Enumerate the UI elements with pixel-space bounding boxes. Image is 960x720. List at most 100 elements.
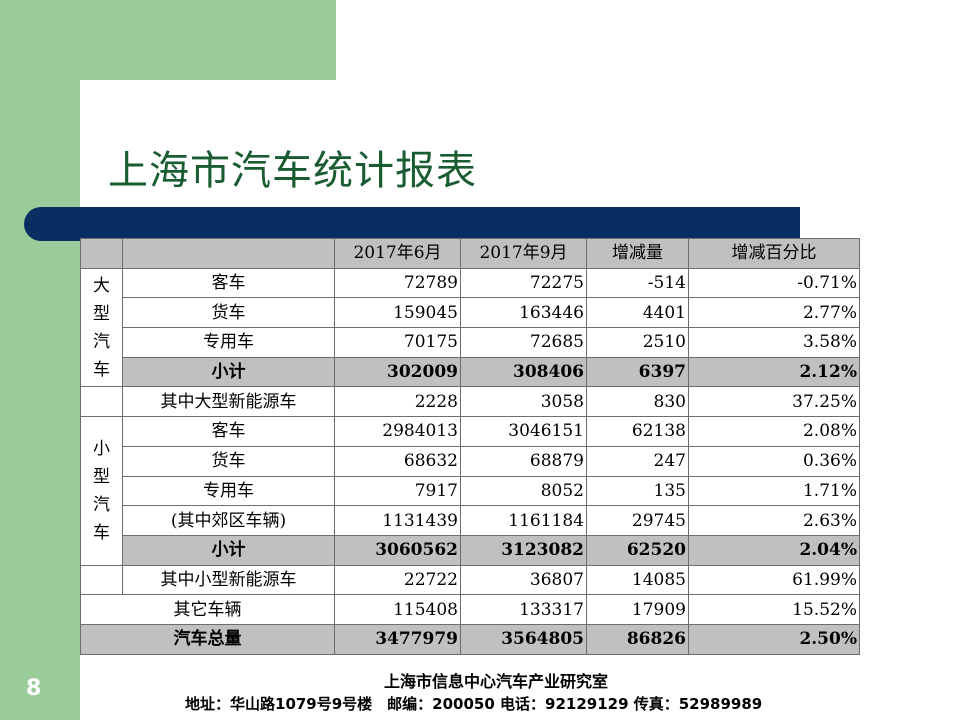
row-label: 客车	[122, 416, 335, 447]
change-value: 6397	[586, 356, 689, 388]
table-header-row: 2017年6月 2017年9月 增减量 增减百分比	[80, 238, 860, 269]
empty-cell	[80, 564, 123, 596]
statistics-table: 2017年6月 2017年9月 增减量 增减百分比 大 型 汽 车 客车 727…	[80, 238, 860, 655]
sep-value: 36807	[460, 564, 587, 596]
group-char: 汽	[93, 331, 110, 352]
row-label: 货车	[122, 445, 335, 477]
jun-value: 7917	[334, 475, 461, 507]
row-label: 专用车	[122, 475, 335, 507]
slide-title: 上海市汽车统计报表	[108, 148, 477, 194]
header-cell: 2017年6月	[334, 238, 461, 269]
change-value: 135	[586, 475, 689, 507]
change-value: 62520	[586, 534, 689, 566]
change-value: 830	[586, 386, 689, 418]
sep-value: 72685	[460, 327, 587, 358]
pct-value: 0.36%	[688, 445, 860, 477]
change-value: 247	[586, 445, 689, 477]
jun-value: 68632	[334, 445, 461, 477]
footer-organization: 上海市信息中心汽车产业研究室	[384, 672, 609, 691]
pct-value: 61.99%	[688, 564, 860, 596]
sep-value: 3058	[460, 386, 587, 418]
empty-cell	[80, 386, 123, 418]
jun-value: 2984013	[334, 416, 461, 447]
pct-value: 1.71%	[688, 475, 860, 507]
table-row: 其它车辆 115408 133317 17909 15.52%	[80, 594, 860, 625]
table-row: 小 型 汽 车 客车 2984013 3046151 62138 2.08%	[80, 416, 860, 566]
row-label: 其中大型新能源车	[122, 386, 335, 418]
sep-value: 133317	[460, 594, 587, 625]
row-label: 专用车	[122, 327, 335, 358]
sep-value: 308406	[460, 356, 587, 388]
change-value: 14085	[586, 564, 689, 596]
pct-value: 15.52%	[688, 594, 860, 625]
jun-value: 159045	[334, 297, 461, 329]
sep-value: 68879	[460, 445, 587, 477]
row-label: (其中郊区车辆)	[122, 505, 335, 536]
group-char: 小	[93, 438, 110, 459]
title-underline-bar	[24, 207, 800, 241]
pct-value: 2.50%	[688, 623, 860, 655]
change-value: 2510	[586, 327, 689, 358]
header-cell	[80, 238, 123, 269]
total-row: 汽车总量 3477979 3564805 86826 2.50%	[80, 623, 860, 655]
row-label: 其中小型新能源车	[122, 564, 335, 596]
group-char: 汽	[93, 494, 110, 515]
table-row: 货车 159045 163446 4401 2.77%	[81, 297, 860, 329]
footer-contact: 地址：华山路1079号9号楼 邮编：200050 电话：92129129 传真：…	[185, 695, 763, 713]
sep-value: 163446	[460, 297, 587, 329]
small-vehicle-group-label: 小 型 汽 车	[80, 416, 123, 566]
sep-value: 3123082	[460, 534, 587, 566]
pct-value: 2.77%	[688, 297, 860, 329]
row-label: 小计	[122, 356, 335, 388]
pct-value: 2.12%	[688, 356, 860, 388]
sep-value: 1161184	[460, 505, 587, 536]
jun-value: 70175	[334, 327, 461, 358]
change-value: 17909	[586, 594, 689, 625]
decor-green-sidebar	[0, 0, 80, 720]
pct-value: 37.25%	[688, 386, 860, 418]
row-label: 小计	[122, 534, 335, 566]
jun-value: 1131439	[334, 505, 461, 536]
sep-value: 72275	[460, 267, 587, 299]
jun-value: 3477979	[334, 623, 461, 655]
group-char: 型	[93, 466, 110, 487]
table-row: (其中郊区车辆) 1131439 1161184 29745 2.63%	[81, 505, 860, 536]
change-value: 29745	[586, 505, 689, 536]
jun-value: 302009	[334, 356, 461, 388]
group-char: 车	[93, 522, 110, 543]
pct-value: 2.04%	[688, 534, 860, 566]
header-cell	[122, 238, 335, 269]
table-row: 专用车 70175 72685 2510 3.58%	[81, 327, 860, 358]
subtotal-row: 小计 3060562 3123082 62520 2.04%	[81, 534, 860, 566]
sep-value: 3564805	[460, 623, 587, 655]
sep-value: 8052	[460, 475, 587, 507]
jun-value: 3060562	[334, 534, 461, 566]
row-label: 货车	[122, 297, 335, 329]
row-label: 客车	[122, 267, 335, 299]
pct-value: 2.08%	[688, 416, 860, 447]
table-row: 货车 68632 68879 247 0.36%	[81, 445, 860, 477]
jun-value: 115408	[334, 594, 461, 625]
group-char: 车	[93, 359, 110, 380]
group-char: 大	[93, 275, 110, 296]
slide-number: 8	[26, 676, 42, 701]
change-value: 62138	[586, 416, 689, 447]
change-value: 86826	[586, 623, 689, 655]
large-vehicle-group-label: 大 型 汽 车	[80, 267, 123, 388]
row-label: 其它车辆	[80, 594, 335, 625]
jun-value: 72789	[334, 267, 461, 299]
jun-value: 2228	[334, 386, 461, 418]
sep-value: 3046151	[460, 416, 587, 447]
table-row: 其中小型新能源车 22722 36807 14085 61.99%	[80, 564, 860, 596]
header-cell: 增减百分比	[688, 238, 860, 269]
pct-value: 2.63%	[688, 505, 860, 536]
header-cell: 2017年9月	[460, 238, 587, 269]
row-label: 汽车总量	[80, 623, 335, 655]
table-row: 大 型 汽 车 客车 72789 72275 -514 -0.71%	[80, 267, 860, 388]
header-cell: 增减量	[586, 238, 689, 269]
group-char: 型	[93, 303, 110, 324]
change-value: 4401	[586, 297, 689, 329]
subtotal-row: 小计 302009 308406 6397 2.12%	[81, 356, 860, 388]
jun-value: 22722	[334, 564, 461, 596]
pct-value: 3.58%	[688, 327, 860, 358]
